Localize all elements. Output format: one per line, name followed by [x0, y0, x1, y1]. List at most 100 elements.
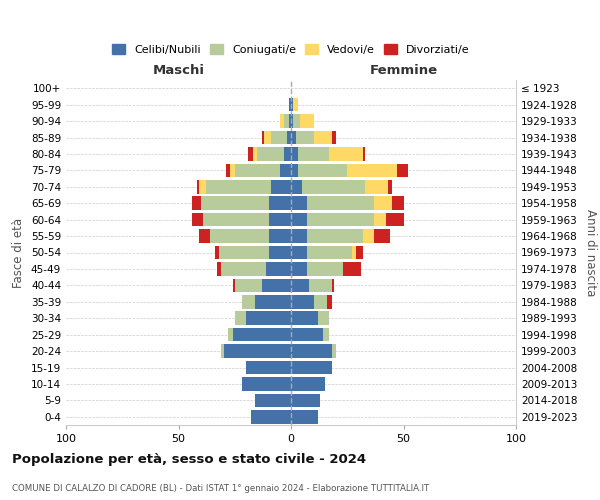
Bar: [291, 98, 293, 112]
Bar: [347, 164, 397, 177]
Bar: [233, 328, 291, 342]
Bar: [241, 295, 255, 308]
Bar: [199, 230, 210, 243]
Bar: [253, 147, 257, 160]
Bar: [280, 164, 291, 177]
Bar: [291, 213, 307, 226]
Bar: [233, 278, 235, 292]
Bar: [331, 278, 334, 292]
Bar: [363, 230, 374, 243]
Bar: [291, 131, 296, 144]
Bar: [289, 98, 291, 112]
Bar: [262, 278, 291, 292]
Bar: [269, 230, 291, 243]
Bar: [352, 246, 356, 259]
Bar: [217, 262, 221, 276]
Bar: [255, 295, 291, 308]
Bar: [291, 262, 307, 276]
Bar: [291, 377, 325, 390]
Bar: [280, 114, 284, 128]
Bar: [296, 131, 314, 144]
Bar: [291, 394, 320, 407]
Bar: [271, 180, 291, 194]
Bar: [228, 328, 233, 342]
Bar: [397, 164, 408, 177]
Bar: [386, 213, 404, 226]
Bar: [235, 278, 262, 292]
Bar: [291, 147, 298, 160]
Bar: [298, 164, 347, 177]
Bar: [388, 180, 392, 194]
Bar: [307, 213, 374, 226]
Bar: [215, 246, 219, 259]
Bar: [271, 131, 287, 144]
Bar: [374, 230, 390, 243]
Bar: [291, 312, 318, 325]
Bar: [235, 164, 280, 177]
Bar: [197, 180, 199, 194]
Bar: [291, 246, 307, 259]
Bar: [314, 131, 331, 144]
Bar: [307, 196, 374, 210]
Bar: [291, 295, 314, 308]
Bar: [392, 196, 404, 210]
Y-axis label: Fasce di età: Fasce di età: [13, 218, 25, 288]
Bar: [307, 246, 352, 259]
Bar: [293, 98, 298, 112]
Bar: [257, 147, 284, 160]
Bar: [343, 262, 361, 276]
Bar: [291, 361, 331, 374]
Bar: [269, 196, 291, 210]
Bar: [374, 196, 392, 210]
Bar: [221, 262, 266, 276]
Bar: [241, 377, 291, 390]
Bar: [331, 131, 336, 144]
Bar: [302, 180, 365, 194]
Bar: [201, 196, 269, 210]
Bar: [255, 394, 291, 407]
Bar: [291, 180, 302, 194]
Bar: [210, 230, 269, 243]
Bar: [284, 147, 291, 160]
Bar: [262, 131, 264, 144]
Bar: [203, 213, 269, 226]
Bar: [300, 114, 314, 128]
Bar: [199, 180, 205, 194]
Bar: [298, 147, 329, 160]
Bar: [291, 278, 309, 292]
Bar: [248, 147, 253, 160]
Bar: [291, 196, 307, 210]
Bar: [309, 278, 331, 292]
Bar: [374, 213, 386, 226]
Y-axis label: Anni di nascita: Anni di nascita: [584, 209, 597, 296]
Text: Femmine: Femmine: [370, 64, 437, 76]
Bar: [226, 164, 230, 177]
Bar: [192, 213, 203, 226]
Bar: [365, 180, 388, 194]
Bar: [318, 312, 329, 325]
Bar: [289, 114, 291, 128]
Bar: [307, 262, 343, 276]
Bar: [230, 164, 235, 177]
Bar: [327, 295, 331, 308]
Bar: [235, 312, 246, 325]
Text: Maschi: Maschi: [152, 64, 205, 76]
Bar: [356, 246, 363, 259]
Bar: [264, 131, 271, 144]
Bar: [246, 312, 291, 325]
Bar: [291, 328, 323, 342]
Bar: [192, 196, 201, 210]
Text: Popolazione per età, sesso e stato civile - 2024: Popolazione per età, sesso e stato civil…: [12, 452, 366, 466]
Bar: [251, 410, 291, 424]
Bar: [284, 114, 289, 128]
Bar: [329, 147, 363, 160]
Bar: [205, 180, 271, 194]
Bar: [331, 344, 336, 358]
Bar: [266, 262, 291, 276]
Bar: [223, 344, 291, 358]
Bar: [269, 213, 291, 226]
Bar: [291, 164, 298, 177]
Legend: Celibi/Nubili, Coniugati/e, Vedovi/e, Divorziati/e: Celibi/Nubili, Coniugati/e, Vedovi/e, Di…: [109, 40, 473, 58]
Bar: [219, 246, 269, 259]
Bar: [291, 114, 293, 128]
